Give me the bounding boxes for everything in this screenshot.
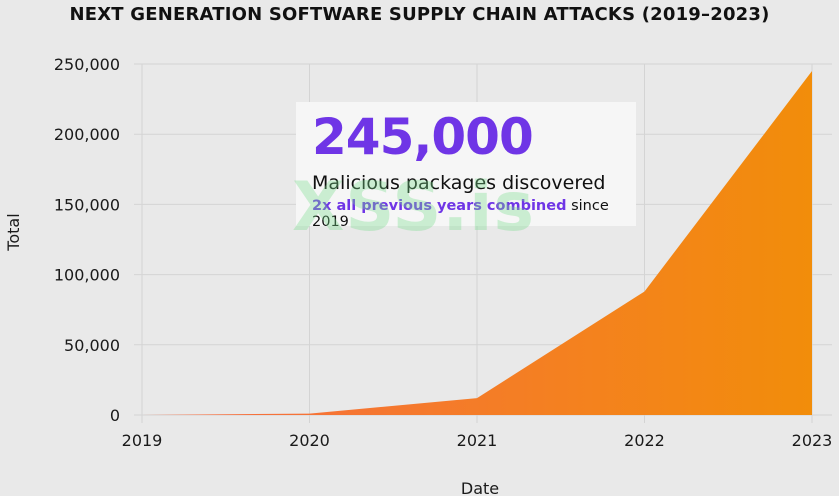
y-tick-label: 250,000	[54, 55, 120, 74]
area-series	[142, 71, 812, 416]
y-axis-label: Total	[4, 213, 23, 251]
x-axis-label: Date	[461, 479, 499, 496]
x-tick-label: 2021	[457, 431, 498, 450]
y-tick-label: 50,000	[64, 336, 120, 355]
y-tick-label: 150,000	[54, 195, 120, 214]
callout-line1: Malicious packages discovered	[312, 172, 606, 194]
y-tick-label: 100,000	[54, 266, 120, 285]
chart-title: NEXT GENERATION SOFTWARE SUPPLY CHAIN AT…	[69, 4, 770, 25]
callout-rest: since 2019	[312, 198, 609, 230]
y-tick-label: 200,000	[54, 125, 120, 144]
x-tick-label: 2022	[624, 431, 665, 450]
x-tick-label: 2020	[289, 431, 330, 450]
x-tick-label: 2019	[122, 431, 163, 450]
callout-line2: 2x all previous years combined since 201…	[312, 198, 620, 230]
callout-box: 245,000 Malicious packages discovered 2x…	[296, 102, 636, 230]
y-tick-label: 0	[110, 406, 120, 425]
callout-value: 245,000	[312, 108, 534, 166]
callout-highlight: 2x all previous years combined	[312, 198, 567, 214]
x-tick-label: 2023	[792, 431, 833, 450]
